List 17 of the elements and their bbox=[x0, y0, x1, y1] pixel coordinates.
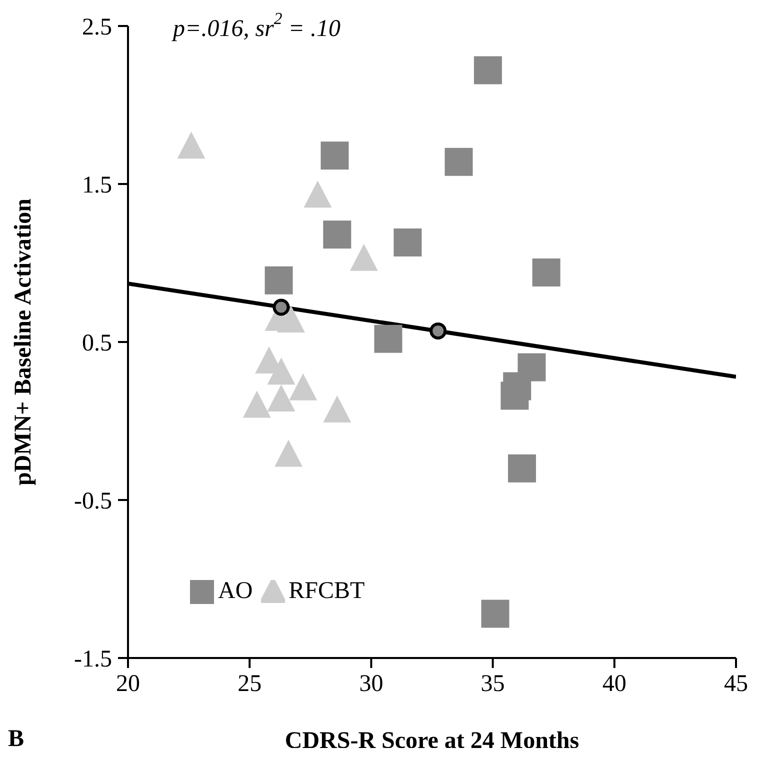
y-tick-label: 0.5 bbox=[82, 330, 112, 357]
legend-label: AO bbox=[218, 578, 253, 605]
y-tick-label: 2.5 bbox=[82, 14, 112, 41]
x-tick-label: 40 bbox=[602, 671, 626, 698]
y-axis-title: pDMN+ Baseline Activation bbox=[10, 198, 37, 486]
text: B bbox=[8, 726, 24, 752]
y-tick-label: -1.5 bbox=[74, 646, 112, 673]
x-tick-label: 35 bbox=[480, 671, 505, 698]
y-tick-label: -0.5 bbox=[74, 488, 112, 515]
annotation: p=.016, sr$^{2}$ = .10 bbox=[171, 9, 340, 42]
x-axis-title: CDRS-R Score at 24 Months bbox=[284, 728, 580, 754]
y-tick-label: 1.5 bbox=[82, 172, 112, 199]
x-tick-label: 45 bbox=[724, 671, 748, 698]
legend-label: RFCBT bbox=[288, 578, 365, 605]
x-tick-label: 20 bbox=[116, 671, 140, 698]
x-tick-label: 25 bbox=[238, 671, 262, 698]
x-tick-label: 30 bbox=[359, 671, 384, 698]
